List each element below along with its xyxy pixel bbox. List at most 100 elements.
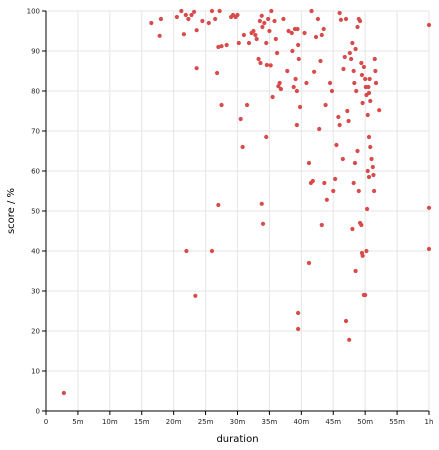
data-point (312, 69, 317, 74)
x-axis-ticks: 0 5m 10m 15m 20m 25m 30m 35m 40m 45m 50m 55m 1h (44, 411, 433, 426)
data-point (254, 36, 259, 42)
data-point (302, 30, 307, 36)
data-point (262, 20, 267, 26)
data-point (276, 84, 281, 89)
x-tick-label: 5m (72, 418, 83, 426)
data-point (357, 18, 363, 24)
data-point (184, 248, 189, 254)
x-tick-label: 25m (198, 418, 214, 426)
x-tick-label: 35m (262, 418, 278, 426)
x-tick-label: 50m (357, 418, 373, 426)
data-point (259, 13, 264, 18)
data-point (360, 100, 365, 106)
y-tick-label: 90 (31, 48, 40, 56)
data-point (296, 310, 301, 316)
data-point (368, 144, 373, 150)
data-point (272, 18, 277, 24)
data-point (364, 206, 370, 212)
data-point (306, 260, 312, 266)
grid (45, 10, 430, 412)
data-point (264, 134, 269, 140)
data-point (350, 40, 355, 46)
data-point (269, 8, 274, 14)
data-point (194, 28, 199, 33)
x-tick-label: 15m (134, 418, 150, 426)
data-point (213, 16, 218, 22)
data-point (363, 76, 368, 82)
data-point (318, 58, 323, 64)
data-point (372, 188, 377, 194)
data-point (304, 80, 309, 86)
data-point (347, 50, 352, 56)
data-point (209, 248, 215, 254)
data-point (240, 144, 245, 150)
y-axis-title: score / % (6, 188, 17, 234)
data-point (315, 16, 321, 22)
data-point (359, 60, 364, 66)
data-point (200, 18, 205, 24)
data-point (346, 118, 351, 124)
data-point (322, 180, 327, 186)
data-point (329, 88, 335, 94)
data-point (291, 84, 296, 90)
data-point (216, 44, 221, 50)
x-axis-title: duration (216, 434, 258, 445)
data-point (194, 66, 199, 71)
y-tick-label: 40 (31, 248, 40, 256)
data-point (356, 188, 361, 194)
data-point (313, 34, 319, 40)
y-tick-label: 80 (31, 88, 40, 96)
data-point (347, 337, 352, 342)
data-point (310, 178, 315, 184)
data-point (257, 18, 262, 24)
data-point (349, 56, 354, 62)
data-point (319, 32, 324, 38)
data-point (359, 222, 364, 228)
data-point (324, 197, 329, 202)
data-point (359, 72, 365, 78)
data-point (297, 104, 303, 110)
data-point (365, 168, 370, 174)
x-tick-label: 10m (102, 418, 118, 426)
data-point (219, 102, 224, 108)
y-axis-ticks: 0 10 20 30 40 50 60 70 80 90 100 (27, 8, 46, 416)
data-point (296, 326, 301, 332)
data-point (296, 56, 301, 62)
data-point (342, 54, 347, 60)
data-point (186, 16, 191, 22)
data-point (189, 12, 194, 18)
data-point (253, 32, 258, 38)
data-point (206, 20, 211, 26)
data-point (258, 60, 263, 66)
data-point (264, 40, 269, 46)
data-point (266, 16, 271, 22)
data-point (323, 102, 328, 108)
data-point (286, 28, 291, 34)
data-point (336, 114, 341, 120)
y-tick-label: 100 (27, 8, 40, 16)
data-point (338, 17, 344, 22)
data-points (61, 8, 432, 396)
data-point (278, 86, 284, 92)
data-point (345, 108, 350, 114)
data-point (319, 222, 324, 228)
data-point (337, 122, 342, 128)
data-point (251, 28, 256, 34)
data-point (235, 12, 240, 18)
data-point (158, 16, 163, 22)
data-point (260, 221, 266, 226)
data-point (193, 293, 198, 298)
data-point (277, 80, 282, 86)
x-tick-label: 45m (325, 418, 341, 426)
data-point (273, 36, 278, 42)
data-point (289, 30, 294, 36)
data-point (369, 156, 374, 162)
data-point (191, 9, 197, 14)
data-point (309, 8, 314, 14)
data-point (294, 88, 299, 94)
data-point (214, 70, 220, 76)
data-point (373, 68, 378, 74)
data-point (61, 390, 66, 396)
y-tick-label: 10 (31, 368, 40, 376)
